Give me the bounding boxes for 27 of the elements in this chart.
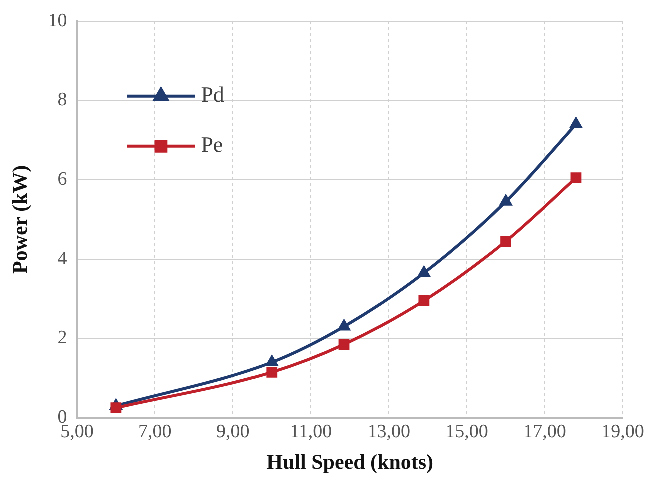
point bbox=[110, 402, 122, 414]
point bbox=[499, 194, 513, 206]
x-tick-label: 15,00 bbox=[446, 421, 488, 442]
legend-label: Pe bbox=[201, 132, 224, 158]
point bbox=[338, 319, 351, 331]
x-tick-label: 19,00 bbox=[602, 421, 644, 442]
x-tick-label: 11,00 bbox=[290, 421, 332, 442]
x-axis-title: Hull Speed (knots) bbox=[266, 450, 434, 474]
point bbox=[418, 266, 431, 278]
point bbox=[266, 366, 278, 378]
legend-label: Pd bbox=[201, 82, 224, 108]
y-tick-label: 10 bbox=[48, 10, 68, 32]
point bbox=[338, 339, 350, 350]
x-tick-label: 13,00 bbox=[368, 421, 410, 442]
point bbox=[570, 117, 583, 129]
y-tick-label: 4 bbox=[58, 248, 68, 270]
point bbox=[500, 236, 512, 247]
y-tick-label: 2 bbox=[58, 328, 68, 349]
point bbox=[418, 296, 430, 306]
x-tick-label: 9,00 bbox=[216, 421, 250, 442]
x-tick-label: 7,00 bbox=[138, 421, 172, 442]
y-tick-label: 6 bbox=[58, 169, 68, 190]
y-tick-label: 8 bbox=[58, 90, 68, 111]
point bbox=[266, 354, 279, 366]
y-axis-title: Power (kW) bbox=[8, 165, 32, 274]
x-tick-label: 17,00 bbox=[524, 421, 566, 442]
point bbox=[570, 172, 582, 184]
